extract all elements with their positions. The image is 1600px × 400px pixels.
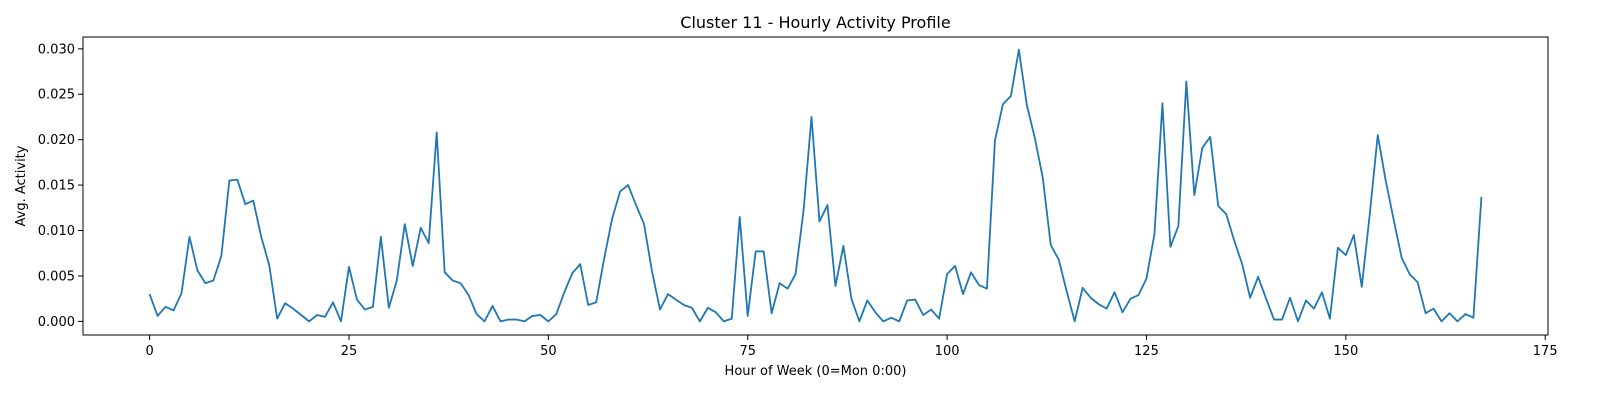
y-tick-label: 0.000 — [38, 315, 75, 330]
x-tick-label: 50 — [540, 344, 557, 359]
x-axis-ticks: 0 25 50 75 100 125 150 175 — [145, 335, 1558, 359]
x-tick-label: 150 — [1333, 344, 1358, 359]
y-tick-label: 0.010 — [38, 224, 75, 239]
axes-frame — [82, 36, 1549, 336]
x-tick-label: 175 — [1533, 344, 1558, 359]
y-axis-ticks: 0.000 0.005 0.010 0.015 0.020 0.025 0.030 — [38, 42, 83, 330]
x-axis-label: Hour of Week (0=Mon 0:00) — [725, 364, 907, 379]
series-line-0 — [148, 48, 1483, 323]
y-tick-label: 0.020 — [38, 133, 75, 148]
x-tick-label: 25 — [341, 344, 358, 359]
y-tick-label: 0.030 — [38, 42, 75, 57]
plot-layer — [148, 48, 1483, 323]
x-tick-label: 0 — [145, 344, 153, 359]
y-tick-label: 0.015 — [38, 179, 75, 194]
chart-title: Cluster 11 - Hourly Activity Profile — [680, 13, 950, 32]
x-tick-label: 100 — [935, 344, 960, 359]
y-axis-label: Avg. Activity — [14, 145, 29, 226]
x-tick-label: 125 — [1134, 344, 1159, 359]
y-tick-label: 0.005 — [38, 269, 75, 284]
y-tick-label: 0.025 — [38, 88, 75, 103]
x-tick-label: 75 — [739, 344, 756, 359]
